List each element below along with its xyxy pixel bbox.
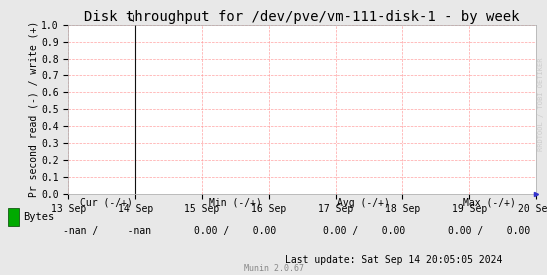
Text: Min (-/+): Min (-/+): [209, 198, 261, 208]
Title: Disk throughput for /dev/pve/vm-111-disk-1 - by week: Disk throughput for /dev/pve/vm-111-disk…: [84, 10, 520, 24]
Text: Max (-/+): Max (-/+): [463, 198, 516, 208]
Bar: [8, 208, 19, 226]
Text: Avg (-/+): Avg (-/+): [337, 198, 390, 208]
Text: Munin 2.0.67: Munin 2.0.67: [243, 264, 304, 273]
Text: 0.00 /    0.00: 0.00 / 0.00: [194, 226, 276, 236]
Text: RRDTOOL / TOBI OETIKER: RRDTOOL / TOBI OETIKER: [538, 58, 544, 151]
Text: 0.00 /    0.00: 0.00 / 0.00: [449, 226, 531, 236]
Y-axis label: Pr second read (-) / write (+): Pr second read (-) / write (+): [28, 21, 38, 197]
Text: -nan /     -nan: -nan / -nan: [62, 226, 151, 236]
Text: 0.00 /    0.00: 0.00 / 0.00: [323, 226, 405, 236]
Text: Cur (-/+): Cur (-/+): [80, 198, 133, 208]
Text: Last update: Sat Sep 14 20:05:05 2024: Last update: Sat Sep 14 20:05:05 2024: [285, 255, 503, 265]
Text: Bytes: Bytes: [23, 212, 54, 222]
